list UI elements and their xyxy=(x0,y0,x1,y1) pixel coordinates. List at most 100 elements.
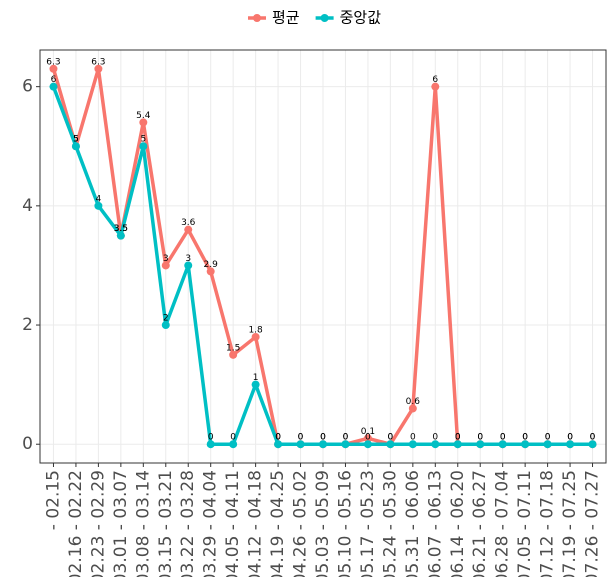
point xyxy=(116,231,125,240)
value-label: 0 xyxy=(590,433,596,443)
value-label: 0 xyxy=(522,433,528,443)
value-label: 2 xyxy=(163,314,169,324)
point xyxy=(319,440,327,449)
value-label: 5 xyxy=(73,135,79,145)
point xyxy=(296,440,305,449)
value-label: 0 xyxy=(410,433,416,443)
value-label: 6.3 xyxy=(46,57,60,67)
x-tick-label: 02.23 - 02.29 xyxy=(88,470,108,577)
value-label: 0 xyxy=(567,433,573,443)
point xyxy=(251,380,260,389)
value-label: 1.5 xyxy=(226,343,240,353)
point xyxy=(161,261,170,270)
value-label: 0 xyxy=(275,433,281,443)
value-label: 0 xyxy=(545,433,551,443)
x-tick-label: - 02.15 xyxy=(43,470,63,530)
value-label: 0 xyxy=(455,433,461,443)
point xyxy=(139,118,148,127)
point xyxy=(543,440,552,449)
value-label: 0 xyxy=(545,433,551,443)
value-label: 0 xyxy=(343,433,349,443)
value-label: 0 xyxy=(343,433,349,443)
value-label: 0.1 xyxy=(361,427,375,437)
point xyxy=(206,440,215,449)
value-label: 5 xyxy=(140,135,146,145)
x-tick-label: 06.21 - 06.27 xyxy=(470,470,490,577)
value-label: 0 xyxy=(388,433,394,443)
point xyxy=(184,261,193,270)
x-tick-label: 02.16 - 02.22 xyxy=(66,470,86,577)
x-tick-label: 05.03 - 05.09 xyxy=(313,470,333,577)
value-label: 5.4 xyxy=(136,111,151,121)
legend-key xyxy=(253,14,261,22)
value-label: 0 xyxy=(455,433,461,443)
x-tick-label: 04.26 - 05.02 xyxy=(291,470,311,577)
value-label: 0 xyxy=(298,433,304,443)
value-label: 0 xyxy=(477,433,483,443)
point xyxy=(49,64,58,73)
x-tick-label: 03.15 - 03.21 xyxy=(156,470,176,577)
point xyxy=(139,142,148,151)
value-label: 0 xyxy=(500,433,506,443)
x-tick-label: 07.12 - 07.18 xyxy=(538,470,558,577)
point xyxy=(94,64,103,73)
value-label: 1 xyxy=(253,373,259,383)
point xyxy=(49,82,58,91)
point xyxy=(408,404,417,413)
value-label: 0 xyxy=(298,433,304,443)
value-label: 3.5 xyxy=(114,224,128,234)
x-tick-label: 06.28 - 07.04 xyxy=(493,470,513,577)
x-tick-label: 05.31 - 06.06 xyxy=(403,470,423,577)
legend: 평균 중앙값 xyxy=(248,9,381,27)
point xyxy=(386,440,395,449)
value-label: 0 xyxy=(522,433,528,443)
x-tick-label: 03.29 - 04.04 xyxy=(201,470,221,577)
value-label: 0 xyxy=(365,433,371,443)
point xyxy=(251,332,260,341)
y-tick-label: 6 xyxy=(22,77,33,97)
point xyxy=(431,440,440,449)
value-label: 3.6 xyxy=(181,218,196,228)
x-tick-label: 04.05 - 04.11 xyxy=(223,470,243,577)
x-tick-label: 03.22 - 03.28 xyxy=(178,470,198,577)
point xyxy=(206,267,215,276)
value-label: 2.9 xyxy=(204,260,219,270)
point xyxy=(94,201,103,210)
value-label: 3 xyxy=(163,254,169,264)
value-label: 0 xyxy=(208,433,214,443)
x-tick-label: 05.17 - 05.23 xyxy=(358,470,378,577)
point xyxy=(363,434,372,443)
y-tick-label: 2 xyxy=(22,315,33,335)
legend-label: 중앙값 xyxy=(340,9,382,27)
value-label: 6 xyxy=(51,75,57,85)
value-label: 0 xyxy=(320,433,326,443)
value-label: 4 xyxy=(96,194,102,204)
point xyxy=(71,142,80,151)
value-label: 0 xyxy=(388,433,394,443)
point xyxy=(161,321,170,330)
x-tick-label: 04.12 - 04.18 xyxy=(246,470,266,577)
x-tick-label: 05.24 - 05.30 xyxy=(380,470,400,577)
value-label: 3.5 xyxy=(114,224,128,234)
legend-key xyxy=(320,14,329,22)
x-tick-label: 07.19 - 07.25 xyxy=(560,470,580,577)
point xyxy=(341,440,350,449)
value-label: 1.8 xyxy=(248,325,263,335)
value-label: 0 xyxy=(230,433,236,443)
point xyxy=(476,440,485,449)
point xyxy=(408,440,417,449)
point xyxy=(363,440,372,449)
point xyxy=(184,225,193,234)
value-label: 6.3 xyxy=(91,57,105,67)
point xyxy=(274,440,283,449)
y-tick-label: 4 xyxy=(22,196,33,216)
legend-label: 평균 xyxy=(272,9,300,27)
point xyxy=(453,440,462,449)
y-tick-label: 0 xyxy=(22,434,33,454)
x-tick-label: 03.08 - 03.14 xyxy=(133,470,153,577)
value-label: 0 xyxy=(432,433,438,443)
value-label: 0 xyxy=(477,433,483,443)
x-tick-label: 04.19 - 04.25 xyxy=(268,470,288,577)
value-label: 0 xyxy=(500,433,506,443)
